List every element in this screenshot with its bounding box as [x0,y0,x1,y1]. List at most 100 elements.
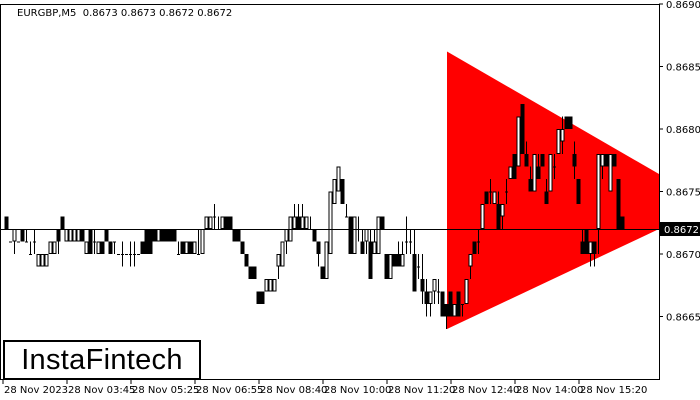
candle [612,154,617,167]
candle [184,241,189,254]
candle-body [36,254,41,267]
candle [4,216,9,229]
candle-body [152,229,157,242]
candle-body [276,254,281,267]
candle [117,254,120,255]
candle-body [232,229,237,242]
candle-body [396,254,401,267]
candle-body [500,204,505,217]
candle [84,241,89,254]
candle [17,241,20,243]
candle-body [568,116,573,129]
x-tick-label: 28 Nov 11:20 [388,385,455,396]
candle-body [172,229,177,242]
candle [252,266,257,279]
candle [177,241,180,255]
y-tick-label: 0.8675 [666,188,700,199]
candle-body [364,229,369,242]
candle [572,141,577,179]
candle [584,229,589,254]
x-tick-label: 28 Nov 12:40 [452,385,519,396]
candle [461,304,464,317]
candle-body [224,216,229,229]
candle-body [548,154,553,192]
candle-body [484,191,489,204]
candle-body [204,216,209,229]
candle-body [400,254,405,267]
candle-body [468,254,473,267]
candle [405,216,408,254]
candle-body [464,279,469,304]
candle-body [528,179,533,192]
candle-body [376,216,381,254]
candle-body [540,154,545,167]
candle [268,279,273,292]
candle [620,216,625,229]
candle-body [100,241,105,254]
candle-body [240,241,245,254]
candle-body [584,229,589,254]
candle [33,229,36,254]
candle-body [444,304,449,317]
candle-body [496,204,501,229]
candle [272,279,277,292]
candle [492,191,497,204]
candle [296,204,301,229]
candle-body [180,241,185,254]
x-tick-label: 28 Nov 05:25 [132,385,199,396]
candle-body [512,154,517,179]
candle [432,279,437,304]
candle [388,254,393,279]
candle [80,229,85,242]
candle [480,204,485,229]
candle [588,241,593,267]
candle [532,154,537,192]
y-tick-label: 0.8690 [666,0,700,11]
candle-body [184,241,189,254]
candle-body [76,229,81,242]
candle [345,204,348,218]
candle [437,279,440,304]
candle [409,229,412,254]
candle-body [56,229,61,242]
candle [424,279,429,317]
candle-body [380,216,385,229]
candle-body [372,241,377,254]
candle-body [384,254,389,279]
candle-body [348,216,353,254]
candle [536,154,541,179]
candle [40,254,45,267]
candle-body [292,216,297,229]
candle [240,241,245,254]
candle [380,216,385,229]
symmetrical-triangle-pattern [447,51,659,329]
candle-body [84,241,89,254]
candle-body [88,229,93,254]
candle [564,116,569,129]
candle-body [280,241,285,267]
candle [200,229,205,254]
candle [188,241,193,254]
candle-body [452,304,457,317]
candle [616,179,621,229]
candle [452,304,457,317]
candle [100,241,105,254]
candle [121,241,124,267]
candle [548,154,553,192]
candle [113,241,116,254]
candle-body [236,229,241,242]
candle-body [412,254,417,292]
candle [520,104,525,154]
candle-body [516,116,521,167]
candle-body [188,241,193,254]
candle [440,291,445,317]
candle [129,241,132,267]
candle [144,229,149,254]
candle [300,204,305,229]
instafintech-logo: InstaFintech [3,340,201,380]
candle [500,204,505,229]
candle-body [248,266,253,279]
candle [376,216,381,254]
candle [192,241,197,254]
candle-body [588,241,593,254]
